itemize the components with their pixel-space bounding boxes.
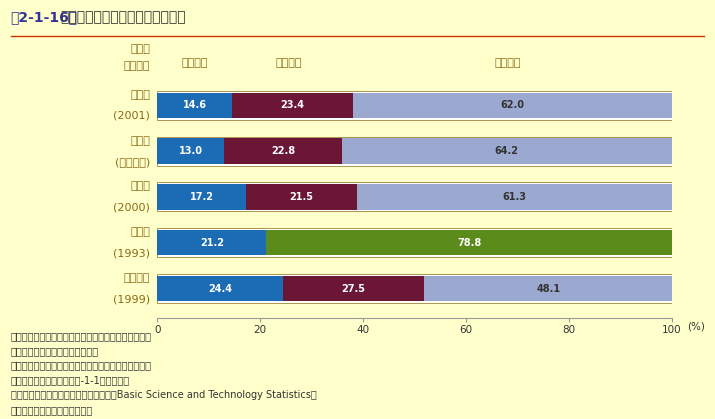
Text: 27.5: 27.5	[342, 284, 365, 294]
Text: 23.4: 23.4	[281, 100, 305, 110]
Text: (専従換算): (専従換算)	[115, 157, 150, 166]
Text: 14.6: 14.6	[183, 100, 207, 110]
FancyBboxPatch shape	[157, 274, 672, 303]
Text: 21.2: 21.2	[200, 238, 224, 248]
Bar	[353, 93, 672, 118]
Text: 応用研究: 応用研究	[275, 58, 302, 67]
Bar	[157, 93, 232, 118]
Text: ドイツ: ドイツ	[130, 228, 150, 237]
Text: (%): (%)	[688, 322, 706, 332]
Text: 13.0: 13.0	[179, 146, 203, 156]
Text: 主要国の研究費の性格別構成比: 主要国の研究費の性格別構成比	[61, 10, 187, 24]
Bar	[246, 184, 357, 210]
Text: 基礎研究: 基礎研究	[182, 58, 208, 67]
Bar	[232, 93, 353, 118]
Text: 開発研究: 開発研究	[494, 58, 521, 67]
Bar	[157, 138, 225, 164]
Text: 第2-1-16図: 第2-1-16図	[11, 10, 78, 24]
Text: （年度）: （年度）	[124, 61, 150, 71]
FancyBboxPatch shape	[157, 183, 672, 211]
Text: 日　本: 日 本	[130, 90, 150, 100]
Text: 国　名: 国 名	[130, 44, 150, 54]
Text: (2000): (2000)	[113, 202, 150, 212]
Text: 日　本: 日 本	[130, 136, 150, 145]
Bar	[425, 276, 672, 301]
FancyBboxPatch shape	[157, 91, 672, 120]
Bar	[157, 184, 246, 210]
Text: (2001): (2001)	[113, 111, 150, 121]
Bar	[157, 230, 267, 256]
Bar	[225, 138, 342, 164]
Text: 17.2: 17.2	[189, 192, 214, 202]
Text: 48.1: 48.1	[536, 284, 561, 294]
FancyBboxPatch shape	[157, 228, 672, 257]
Text: 78.8: 78.8	[457, 238, 481, 248]
Text: 61.3: 61.3	[503, 192, 526, 202]
Text: 24.4: 24.4	[208, 284, 232, 294]
Text: 注）１．日本の専従換算の値は総務省統計局データ。
　　２．米国は暦年の値である。
　　３．ドイツは応用研究と開発研究の区別がない。
資料：日本及び米国は第２-1: 注）１．日本の専従換算の値は総務省統計局データ。 ２．米国は暦年の値である。 ３…	[11, 331, 317, 415]
Text: (1999): (1999)	[113, 294, 150, 304]
Bar	[342, 138, 672, 164]
Text: 21.5: 21.5	[289, 192, 313, 202]
Text: 62.0: 62.0	[500, 100, 525, 110]
Bar	[157, 276, 283, 301]
Text: 64.2: 64.2	[495, 146, 519, 156]
Bar	[267, 230, 672, 256]
Text: フランス: フランス	[124, 273, 150, 283]
FancyBboxPatch shape	[157, 137, 672, 166]
Bar	[357, 184, 672, 210]
Text: 22.8: 22.8	[271, 146, 295, 156]
Bar	[283, 276, 425, 301]
Text: 米　国: 米 国	[130, 181, 150, 191]
Text: (1993): (1993)	[113, 248, 150, 258]
